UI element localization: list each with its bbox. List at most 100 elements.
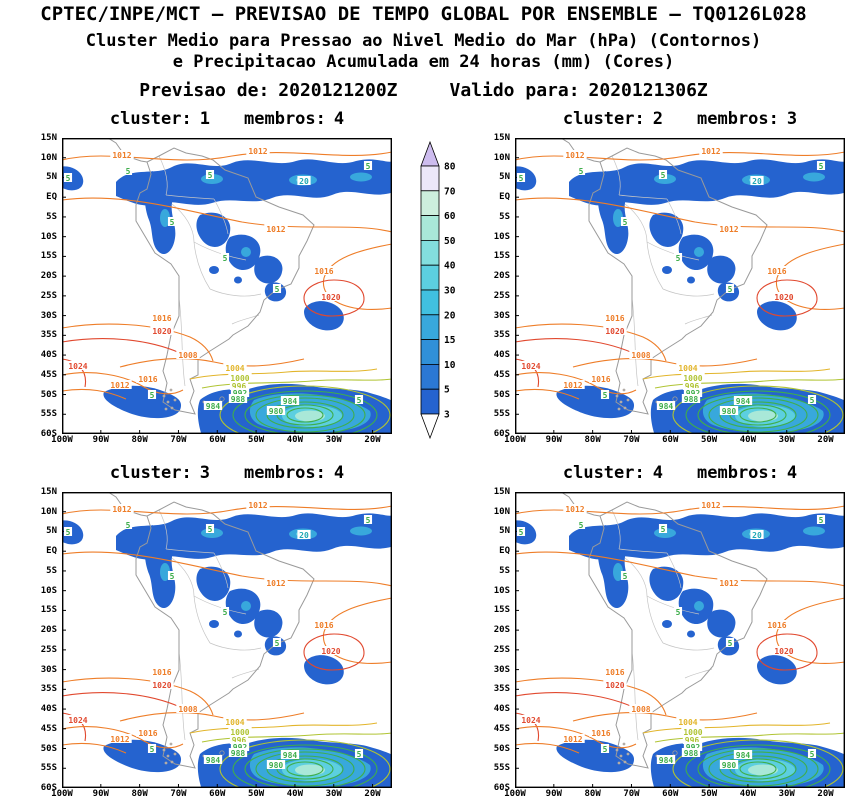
- lat-tick-40S: 40S: [40, 704, 57, 715]
- svg-text:5: 5: [366, 162, 371, 171]
- svg-text:20: 20: [299, 177, 309, 186]
- colorbar-level-20: 20: [444, 310, 456, 321]
- svg-text:5: 5: [126, 167, 131, 176]
- svg-text:5: 5: [519, 174, 524, 183]
- svg-text:1012: 1012: [266, 579, 285, 588]
- svg-text:1012: 1012: [110, 381, 129, 390]
- lat-tick-35S: 35S: [40, 330, 57, 341]
- svg-text:5: 5: [150, 745, 155, 754]
- lon-tick-30W: 30W: [778, 435, 795, 445]
- lat-tick-5N: 5N: [46, 172, 57, 183]
- svg-text:5: 5: [676, 608, 681, 617]
- lat-tick-25S: 25S: [493, 644, 510, 655]
- lat-tick-55S: 55S: [40, 763, 57, 774]
- svg-text:980: 980: [722, 761, 737, 770]
- map-canvas: 1012 1012 5 5 5 20 5 5 5 1012 1016 1020 5 1016 1020 102…: [515, 492, 845, 788]
- lon-tick-20W: 20W: [364, 789, 381, 799]
- svg-text:984: 984: [206, 402, 221, 411]
- svg-text:5: 5: [579, 521, 584, 530]
- lat-tick-15N: 15N: [493, 133, 510, 143]
- lat-tick-10S: 10S: [40, 585, 57, 596]
- chart-subtitle-line1: Cluster Medio para Pressao ao Nivel Medi…: [85, 31, 762, 51]
- contour-labels: 1012 1012 5 5 5 20 5 5 5 1012 1016 1020 5 1016 1020 102…: [63, 500, 373, 770]
- svg-text:5: 5: [819, 516, 824, 525]
- cluster-label: cluster:: [562, 463, 645, 483]
- isobar-contours: [62, 505, 392, 788]
- cluster-label: cluster:: [109, 463, 192, 483]
- svg-text:1016: 1016: [605, 314, 624, 323]
- svg-text:5: 5: [676, 254, 681, 263]
- lat-tick-20S: 20S: [493, 625, 510, 636]
- colorbar-segment: [420, 215, 440, 241]
- lat-tick-20S: 20S: [493, 271, 510, 282]
- colorbar-top-arrow: [420, 140, 440, 167]
- svg-text:1012: 1012: [248, 147, 267, 156]
- svg-text:5: 5: [728, 639, 733, 648]
- svg-text:992: 992: [686, 389, 701, 398]
- lon-tick-60W: 60W: [662, 789, 679, 799]
- colorbar-segment: [420, 339, 440, 365]
- svg-text:1020: 1020: [152, 681, 171, 690]
- contour-labels: 1012 1012 5 5 5 20 5 5 5 1012 1016 1020 5 1016 1020 102…: [516, 146, 826, 416]
- colorbar-segment: [420, 165, 440, 192]
- svg-text:980: 980: [269, 407, 284, 416]
- lat-tick-50S: 50S: [493, 389, 510, 400]
- svg-text:1012: 1012: [701, 147, 720, 156]
- svg-text:1024: 1024: [68, 716, 87, 725]
- lon-tick-90W: 90W: [92, 435, 109, 445]
- lat-tick-5S: 5S: [46, 211, 57, 222]
- svg-text:5: 5: [357, 396, 362, 405]
- svg-text:992: 992: [233, 389, 248, 398]
- lat-tick-55S: 55S: [493, 763, 510, 774]
- lat-tick-40S: 40S: [493, 350, 510, 361]
- svg-text:5: 5: [519, 528, 524, 537]
- svg-text:1020: 1020: [605, 327, 624, 336]
- svg-text:996: 996: [232, 382, 247, 391]
- lat-tick-45S: 45S: [40, 369, 57, 380]
- svg-text:980: 980: [722, 407, 737, 416]
- map: 1012 1012 5 5 5 20 5 5 5 1012 1016 1020 5 1016 1020 102…: [41, 487, 392, 799]
- svg-text:1012: 1012: [112, 151, 131, 160]
- svg-text:5: 5: [208, 525, 213, 534]
- svg-text:5: 5: [223, 608, 228, 617]
- contour-labels: 1012 1012 5 5 5 20 5 5 5 1012 1016 1020 5 1016 1020 102…: [63, 146, 373, 416]
- svg-text:1012: 1012: [563, 381, 582, 390]
- svg-text:1016: 1016: [591, 729, 610, 738]
- precipitation-colorbar: 80 70 60 50 40 30 20 15 10 5 3: [420, 140, 456, 440]
- svg-text:5: 5: [819, 162, 824, 171]
- svg-text:984: 984: [736, 751, 751, 760]
- svg-text:5: 5: [275, 285, 280, 294]
- svg-text:1012: 1012: [701, 501, 720, 510]
- lat-tick-15N: 15N: [40, 133, 57, 143]
- svg-text:5: 5: [170, 218, 175, 227]
- lat-tick-5N: 5N: [499, 172, 510, 183]
- lon-tick-20W: 20W: [364, 435, 381, 445]
- longitude-axis: 100W 90W 80W 70W 60W 50W 40W 30W 20W: [51, 435, 392, 449]
- lat-tick-25S: 25S: [40, 644, 57, 655]
- lon-tick-30W: 30W: [325, 435, 342, 445]
- longitude-axis: 100W 90W 80W 70W 60W 50W 40W 30W 20W: [504, 435, 845, 449]
- svg-text:1004: 1004: [678, 718, 697, 727]
- svg-text:980: 980: [269, 761, 284, 770]
- membros-count: 3: [786, 109, 798, 129]
- lat-tick-30S: 30S: [40, 310, 57, 321]
- lon-tick-80W: 80W: [584, 789, 601, 799]
- lat-tick-10N: 10N: [40, 506, 57, 517]
- lon-tick-50W: 50W: [247, 435, 265, 445]
- colorbar-level-80: 80: [444, 162, 456, 173]
- colorbar-level-40: 40: [444, 261, 456, 272]
- svg-text:984: 984: [206, 756, 221, 765]
- map: 1012 1012 5 5 5 20 5 5 5 1012 1016 1020 5 1016 1020 102…: [41, 133, 392, 445]
- lon-tick-100W: 100W: [504, 435, 526, 445]
- svg-text:1016: 1016: [605, 668, 624, 677]
- svg-text:1012: 1012: [248, 501, 267, 510]
- panel-title: cluster: 3 membros: 4: [62, 460, 392, 486]
- lat-tick-25S: 25S: [40, 290, 57, 301]
- lat-tick-EQ: EQ: [46, 546, 57, 557]
- svg-text:984: 984: [659, 402, 674, 411]
- lat-tick-15S: 15S: [493, 605, 510, 616]
- colorbar-level-70: 70: [444, 186, 456, 197]
- lon-tick-20W: 20W: [817, 435, 834, 445]
- membros-count: 4: [333, 463, 345, 483]
- lat-tick-EQ: EQ: [46, 192, 57, 203]
